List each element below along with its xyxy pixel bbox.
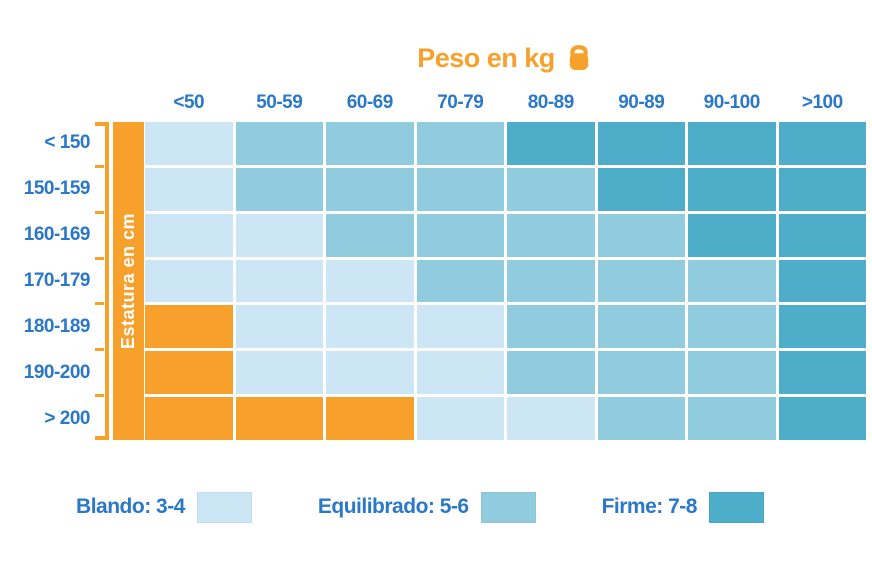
legend-swatch-firme [708,491,764,523]
kettlebell-icon [564,43,594,73]
heatmap-cell-r5-c3 [416,351,504,395]
heatmap-cell-r0-c1 [235,122,323,165]
bracket-tick-5 [95,348,104,352]
heatmap-cell-r5-c2 [326,351,414,395]
col-header-0: <50 [173,92,205,113]
legend-item-equilibrado: Equilibrado: 5-6 [317,491,536,523]
weight-column-headers: <50 50-59 60-69 70-79 80-89 90-89 90-100 >100 [145,88,866,118]
heatmap-cell-r2-c5 [597,213,685,257]
row-label-1: 150-159 [23,178,91,200]
heatmap-cell-r0-c0 [145,122,233,165]
legend-item-blando: Blando: 3-4 [76,491,252,523]
heatmap-cell-r5-c0 [145,351,233,395]
height-row-labels: < 150 150-159 160-169 170-179 180-189 190-200… [0,122,91,440]
heatmap-cell-r1-c1 [235,167,323,211]
row-label-2: 160-169 [23,224,91,246]
col-header-7: >100 [801,92,843,113]
heatmap-cell-r1-c7 [778,167,866,211]
row-label-5: 190-200 [23,361,91,383]
bracket-bottom-cap [95,436,109,440]
heatmap-cell-r2-c3 [416,213,504,257]
row-label-3: 170-179 [23,269,91,291]
heatmap-cell-r0-c5 [597,122,685,165]
col-header-1: 50-59 [256,92,303,113]
col-header-6: 90-100 [703,92,761,113]
heatmap-cell-r0-c2 [326,122,414,165]
heatmap-cell-r3-c1 [235,259,323,303]
heatmap-cell-r1-c3 [416,167,504,211]
row-label-6: > 200 [44,407,90,429]
heatmap-cell-r3-c7 [778,259,866,303]
legend-label-equilibrado: Equilibrado: 5-6 [317,495,469,518]
heatmap-cell-r1-c4 [507,167,595,211]
heatmap-cell-r4-c3 [416,305,504,349]
heatmap-cell-r4-c4 [507,305,595,349]
heatmap-cell-r0-c6 [688,122,776,165]
bracket-top-cap [95,122,109,126]
firmness-legend: Blando: 3-4 Equilibrado: 5-6 Firme: 7-8 [0,485,840,529]
bracket-tick-1 [95,164,104,168]
bracket-tick-6 [95,394,104,398]
col-header-3: 70-79 [437,92,484,113]
heatmap-cell-r2-c4 [507,213,595,257]
height-axis-bracket [105,122,109,440]
heatmap-cell-r5-c4 [507,351,595,395]
col-header-5: 90-89 [618,92,665,113]
heatmap-cell-r3-c0 [145,259,233,303]
heatmap-cell-r4-c0 [145,305,233,349]
heatmap-cell-r3-c3 [416,259,504,303]
bracket-tick-3 [95,256,104,260]
heatmap-cell-r4-c6 [688,305,776,349]
heatmap-cell-r1-c6 [688,167,776,211]
heatmap-cell-r6-c5 [597,397,685,440]
chart-title-row: Peso en kg [145,38,866,78]
heatmap-cell-r6-c6 [688,397,776,440]
legend-item-firme: Firme: 7-8 [601,491,764,523]
heatmap-cell-r0-c7 [778,122,866,165]
height-axis-bar: Estatura en cm [113,122,144,440]
firmness-heatmap [145,122,866,440]
heatmap-cell-r6-c7 [778,397,866,440]
heatmap-cell-r4-c5 [597,305,685,349]
height-axis-label: Estatura en cm [118,212,138,350]
heatmap-cell-r5-c7 [778,351,866,395]
chart-title: Peso en kg [417,42,555,73]
heatmap-cell-r6-c1 [235,397,323,440]
bracket-tick-4 [95,302,104,306]
heatmap-cell-r2-c0 [145,213,233,257]
heatmap-cell-r0-c4 [507,122,595,165]
heatmap-cell-r0-c3 [416,122,504,165]
heatmap-cell-r6-c3 [416,397,504,440]
heatmap-cell-r4-c1 [235,305,323,349]
heatmap-cell-r6-c2 [326,397,414,440]
heatmap-cell-r3-c2 [326,259,414,303]
heatmap-cell-r2-c6 [688,213,776,257]
row-label-4: 180-189 [23,315,91,337]
heatmap-cell-r1-c2 [326,167,414,211]
heatmap-cell-r6-c0 [145,397,233,440]
legend-swatch-blando [196,491,252,523]
heatmap-cell-r5-c1 [235,351,323,395]
heatmap-cell-r3-c5 [597,259,685,303]
heatmap-cell-r5-c5 [597,351,685,395]
heatmap-cell-r4-c2 [326,305,414,349]
heatmap-cell-r6-c4 [507,397,595,440]
heatmap-cell-r1-c5 [597,167,685,211]
legend-swatch-equilibrado [480,491,536,523]
col-header-4: 80-89 [527,92,575,113]
heatmap-cell-r2-c7 [778,213,866,257]
heatmap-cell-r3-c4 [507,259,595,303]
heatmap-cell-r5-c6 [688,351,776,395]
heatmap-cell-r2-c2 [326,213,414,257]
bracket-tick-2 [95,210,104,214]
heatmap-cell-r4-c7 [778,305,866,349]
legend-label-blando: Blando: 3-4 [76,495,185,518]
row-label-0: < 150 [44,132,90,154]
heatmap-cell-r2-c1 [235,213,323,257]
heatmap-cell-r1-c0 [145,167,233,211]
heatmap-cell-r3-c6 [688,259,776,303]
legend-label-firme: Firme: 7-8 [601,495,698,518]
col-header-2: 60-69 [346,92,394,113]
